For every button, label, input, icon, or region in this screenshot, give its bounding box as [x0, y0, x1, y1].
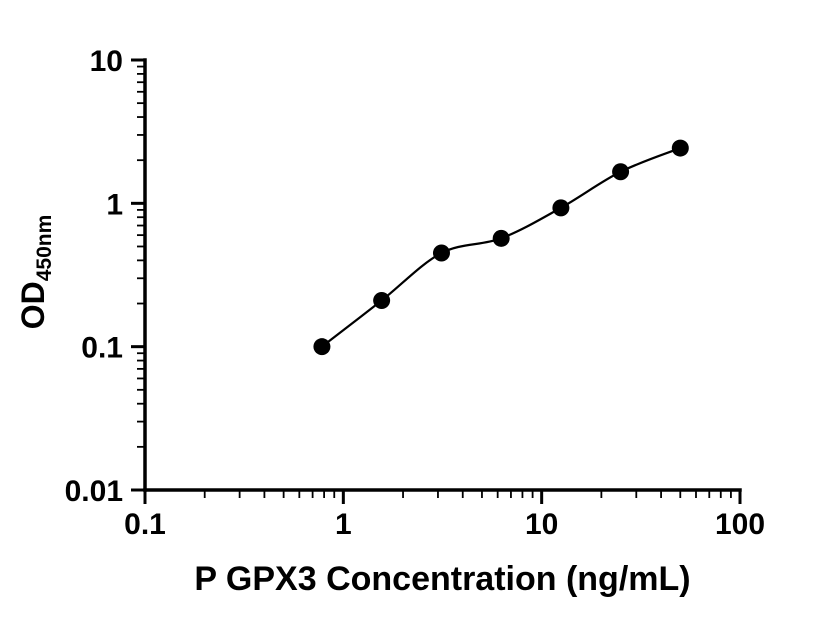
- y-axis-title: OD450nm: [15, 215, 57, 330]
- x-tick-label: 0.1: [124, 508, 166, 541]
- data-point: [612, 163, 630, 181]
- data-point: [432, 244, 450, 262]
- y-axis-title-main: OD: [15, 281, 51, 330]
- data-point: [552, 199, 570, 217]
- data-point: [313, 338, 331, 356]
- y-tick-label: 1: [106, 188, 123, 221]
- data-point: [373, 291, 391, 309]
- x-tick-label: 10: [525, 508, 558, 541]
- x-tick-label: 100: [715, 508, 765, 541]
- data-point: [671, 139, 689, 157]
- y-tick-label: 0.01: [65, 475, 123, 508]
- x-axis-title: P GPX3 Concentration (ng/mL): [194, 560, 691, 598]
- x-tick-label: 1: [335, 508, 352, 541]
- data-point: [492, 229, 510, 247]
- y-tick-label: 10: [90, 45, 123, 78]
- y-axis-title-subscript: 450nm: [33, 214, 56, 282]
- y-tick-label: 0.1: [81, 332, 123, 365]
